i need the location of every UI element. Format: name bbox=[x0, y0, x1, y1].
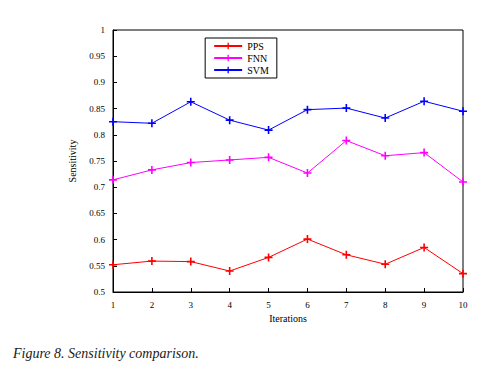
svg-text:Sensitivity: Sensitivity bbox=[67, 140, 78, 183]
svg-text:0.85: 0.85 bbox=[89, 104, 105, 114]
svg-text:PPS: PPS bbox=[247, 41, 264, 52]
svg-text:0.7: 0.7 bbox=[94, 182, 106, 192]
svg-text:0.75: 0.75 bbox=[89, 156, 105, 166]
svg-text:Figure 8. Sensitivity comparis: Figure 8. Sensitivity comparison. bbox=[12, 346, 199, 361]
svg-text:4: 4 bbox=[227, 300, 232, 310]
svg-text:9: 9 bbox=[422, 300, 427, 310]
svg-text:0.8: 0.8 bbox=[94, 130, 106, 140]
svg-text:7: 7 bbox=[344, 300, 349, 310]
svg-text:FNN: FNN bbox=[247, 53, 267, 64]
svg-text:0.65: 0.65 bbox=[89, 208, 105, 218]
svg-text:0.6: 0.6 bbox=[94, 235, 106, 245]
svg-text:1: 1 bbox=[101, 25, 106, 35]
svg-text:0.55: 0.55 bbox=[89, 261, 105, 271]
svg-text:1: 1 bbox=[111, 300, 116, 310]
svg-text:SVM: SVM bbox=[247, 65, 269, 76]
svg-text:5: 5 bbox=[266, 300, 271, 310]
svg-text:10: 10 bbox=[459, 300, 469, 310]
svg-text:2: 2 bbox=[150, 300, 155, 310]
svg-text:6: 6 bbox=[305, 300, 310, 310]
svg-text:0.9: 0.9 bbox=[94, 77, 106, 87]
svg-text:0.95: 0.95 bbox=[89, 51, 105, 61]
svg-text:8: 8 bbox=[383, 300, 388, 310]
svg-text:3: 3 bbox=[189, 300, 194, 310]
svg-text:0.5: 0.5 bbox=[94, 287, 106, 297]
svg-text:Iterations: Iterations bbox=[269, 313, 307, 324]
